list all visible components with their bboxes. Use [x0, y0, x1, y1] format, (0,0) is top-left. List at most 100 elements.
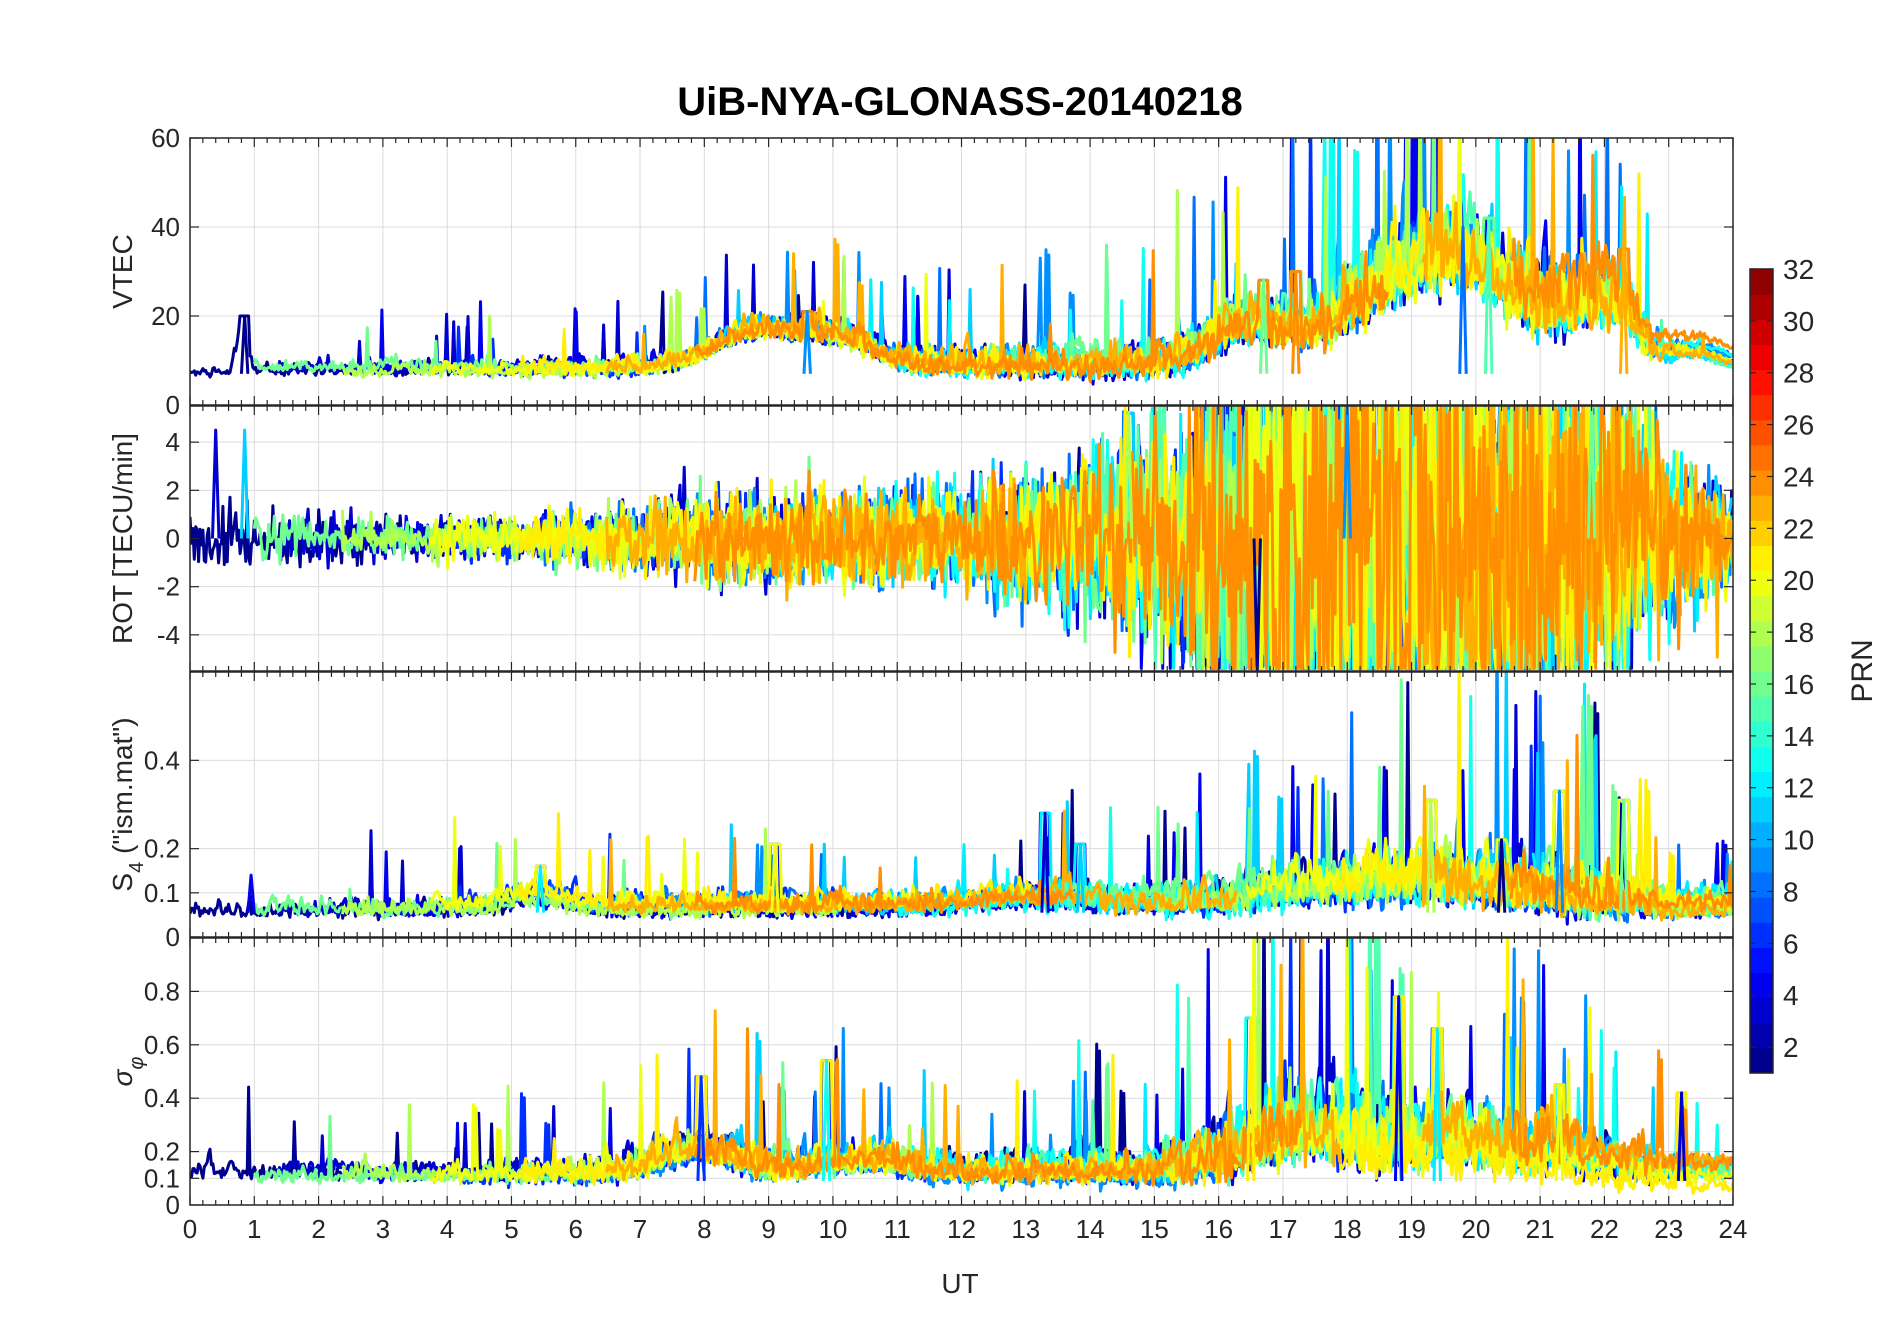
- colorbar-level: [1750, 746, 1773, 773]
- peak-spike: [1426, 798, 1436, 913]
- x-tick-label: 16: [1204, 1214, 1233, 1244]
- y-tick-label: 0.2: [144, 1137, 180, 1167]
- x-tick-label: 23: [1654, 1214, 1683, 1244]
- peak-spike: [1258, 278, 1269, 374]
- colorbar-level: [1750, 319, 1773, 345]
- x-tick-label: 11: [884, 1214, 911, 1244]
- colorbar-tick-label: 22: [1783, 513, 1814, 544]
- colorbar-tick-label: 30: [1783, 306, 1814, 337]
- colorbar-level: [1750, 344, 1773, 371]
- peak-spike: [1252, 538, 1262, 671]
- colorbar-level: [1750, 495, 1773, 521]
- colorbar-level: [1750, 294, 1773, 320]
- y-axis-label: VTEC: [107, 234, 138, 309]
- series-line-prn-24: [1509, 153, 1733, 350]
- y-tick-label: 0: [166, 390, 180, 420]
- colorbar-level: [1750, 1047, 1773, 1074]
- peak-spike: [821, 1059, 832, 1182]
- colorbar-level: [1750, 922, 1773, 948]
- colorbar-level: [1750, 620, 1773, 647]
- peak-spike: [535, 864, 546, 913]
- colorbar-level: [1750, 570, 1773, 597]
- y-tick-label: 0.8: [144, 976, 180, 1006]
- x-tick-label: 0: [183, 1214, 197, 1244]
- colorbar-tick-label: 12: [1783, 773, 1814, 804]
- colorbar-tick-label: 8: [1783, 876, 1799, 907]
- x-tick-label: 14: [1076, 1214, 1105, 1244]
- colorbar-level: [1750, 771, 1773, 798]
- y-tick-label: 20: [151, 301, 180, 331]
- colorbar-level: [1750, 721, 1773, 747]
- x-tick-label: 10: [818, 1214, 847, 1244]
- x-ticks: [189, 672, 1734, 938]
- colorbar-frame: [1749, 268, 1774, 1074]
- colorbar-tick-label: 24: [1783, 461, 1814, 492]
- colorbar-level: [1750, 1022, 1773, 1049]
- colorbar-level: [1750, 796, 1773, 823]
- chart-title: UiB-NYA-GLONASS-20140218: [677, 80, 1242, 124]
- x-tick-label: 15: [1140, 1214, 1169, 1244]
- colorbar-level: [1750, 470, 1773, 496]
- peak-spike: [246, 873, 256, 913]
- series-line-prn-15: [1708, 357, 1733, 370]
- colorbar-level: [1750, 997, 1773, 1024]
- x-tick-label: 3: [376, 1214, 390, 1244]
- colorbar-level: [1750, 444, 1773, 471]
- colorbar-level: [1750, 269, 1773, 295]
- colorbar-level: [1750, 846, 1773, 873]
- y-tick-label: 0.2: [144, 834, 180, 864]
- colorbar-label: PRN: [1846, 639, 1879, 702]
- colorbar-tick-label: 10: [1783, 825, 1814, 856]
- y-axis-label: S4 ("ism.mat"): [107, 717, 148, 891]
- colorbar-level: [1750, 595, 1773, 622]
- peak-spike: [1342, 406, 1352, 539]
- series-line-prn-24: [1509, 1049, 1733, 1177]
- y-tick-label: 2: [166, 475, 180, 505]
- colorbar-level: [1750, 872, 1773, 898]
- peak-spike: [239, 428, 250, 539]
- peak-spike: [1554, 789, 1565, 913]
- peak-spike: [1393, 995, 1404, 1181]
- y-tick-label: 0.1: [144, 878, 180, 908]
- colorbar-level: [1750, 520, 1773, 546]
- colorbar-tick-label: 16: [1783, 669, 1814, 700]
- colorbar-tick-label: 28: [1783, 358, 1814, 389]
- peak-spike: [1432, 1027, 1442, 1182]
- peak-spike: [1496, 838, 1507, 913]
- x-tick-label: 12: [947, 1214, 976, 1244]
- y-tick-label: 0: [166, 524, 180, 554]
- series-line-prn-24: [693, 249, 1389, 384]
- x-axis-label: UT: [941, 1268, 978, 1299]
- peak-spike: [1123, 411, 1134, 539]
- peak-spike: [1040, 811, 1050, 913]
- series-line-prn-21: [1333, 172, 1733, 364]
- colorbar-tick-label: 20: [1783, 565, 1814, 596]
- peak-spike: [1676, 1091, 1687, 1182]
- peak-spike: [1246, 1016, 1256, 1181]
- panel-series: [190, 138, 1733, 386]
- y-tick-label: 4: [166, 427, 180, 457]
- x-tick-label: 18: [1333, 1214, 1362, 1244]
- series-line-prn-21: [1333, 938, 1733, 1195]
- peak-spike: [802, 310, 812, 374]
- peak-spike: [1075, 842, 1086, 913]
- colorbar-level: [1750, 369, 1773, 396]
- colorbar-level: [1750, 645, 1773, 672]
- series-line-prn-24: [693, 1027, 1302, 1187]
- panel-series: [190, 938, 1733, 1195]
- panel-s4: 0 0.1 0.2 0.4S4 ("ism.mat"): [107, 671, 1734, 952]
- peak-spike: [696, 1075, 706, 1182]
- colorbar-tick-label: 14: [1783, 721, 1814, 752]
- x-tick-label: 9: [761, 1214, 775, 1244]
- x-tick-label: 2: [311, 1214, 325, 1244]
- colorbar-level: [1750, 821, 1773, 848]
- colorbar-level: [1750, 394, 1773, 421]
- colorbar-level: [1750, 545, 1773, 572]
- colorbar-tick-label: 32: [1783, 254, 1814, 285]
- peak-spike: [239, 314, 250, 374]
- y-axis-label: ROT [TECU/min]: [107, 433, 138, 644]
- x-tick-label: 19: [1397, 1214, 1426, 1244]
- panel-rot: -4 -2 0 2 4 ROT [TECU/min]: [107, 405, 1734, 672]
